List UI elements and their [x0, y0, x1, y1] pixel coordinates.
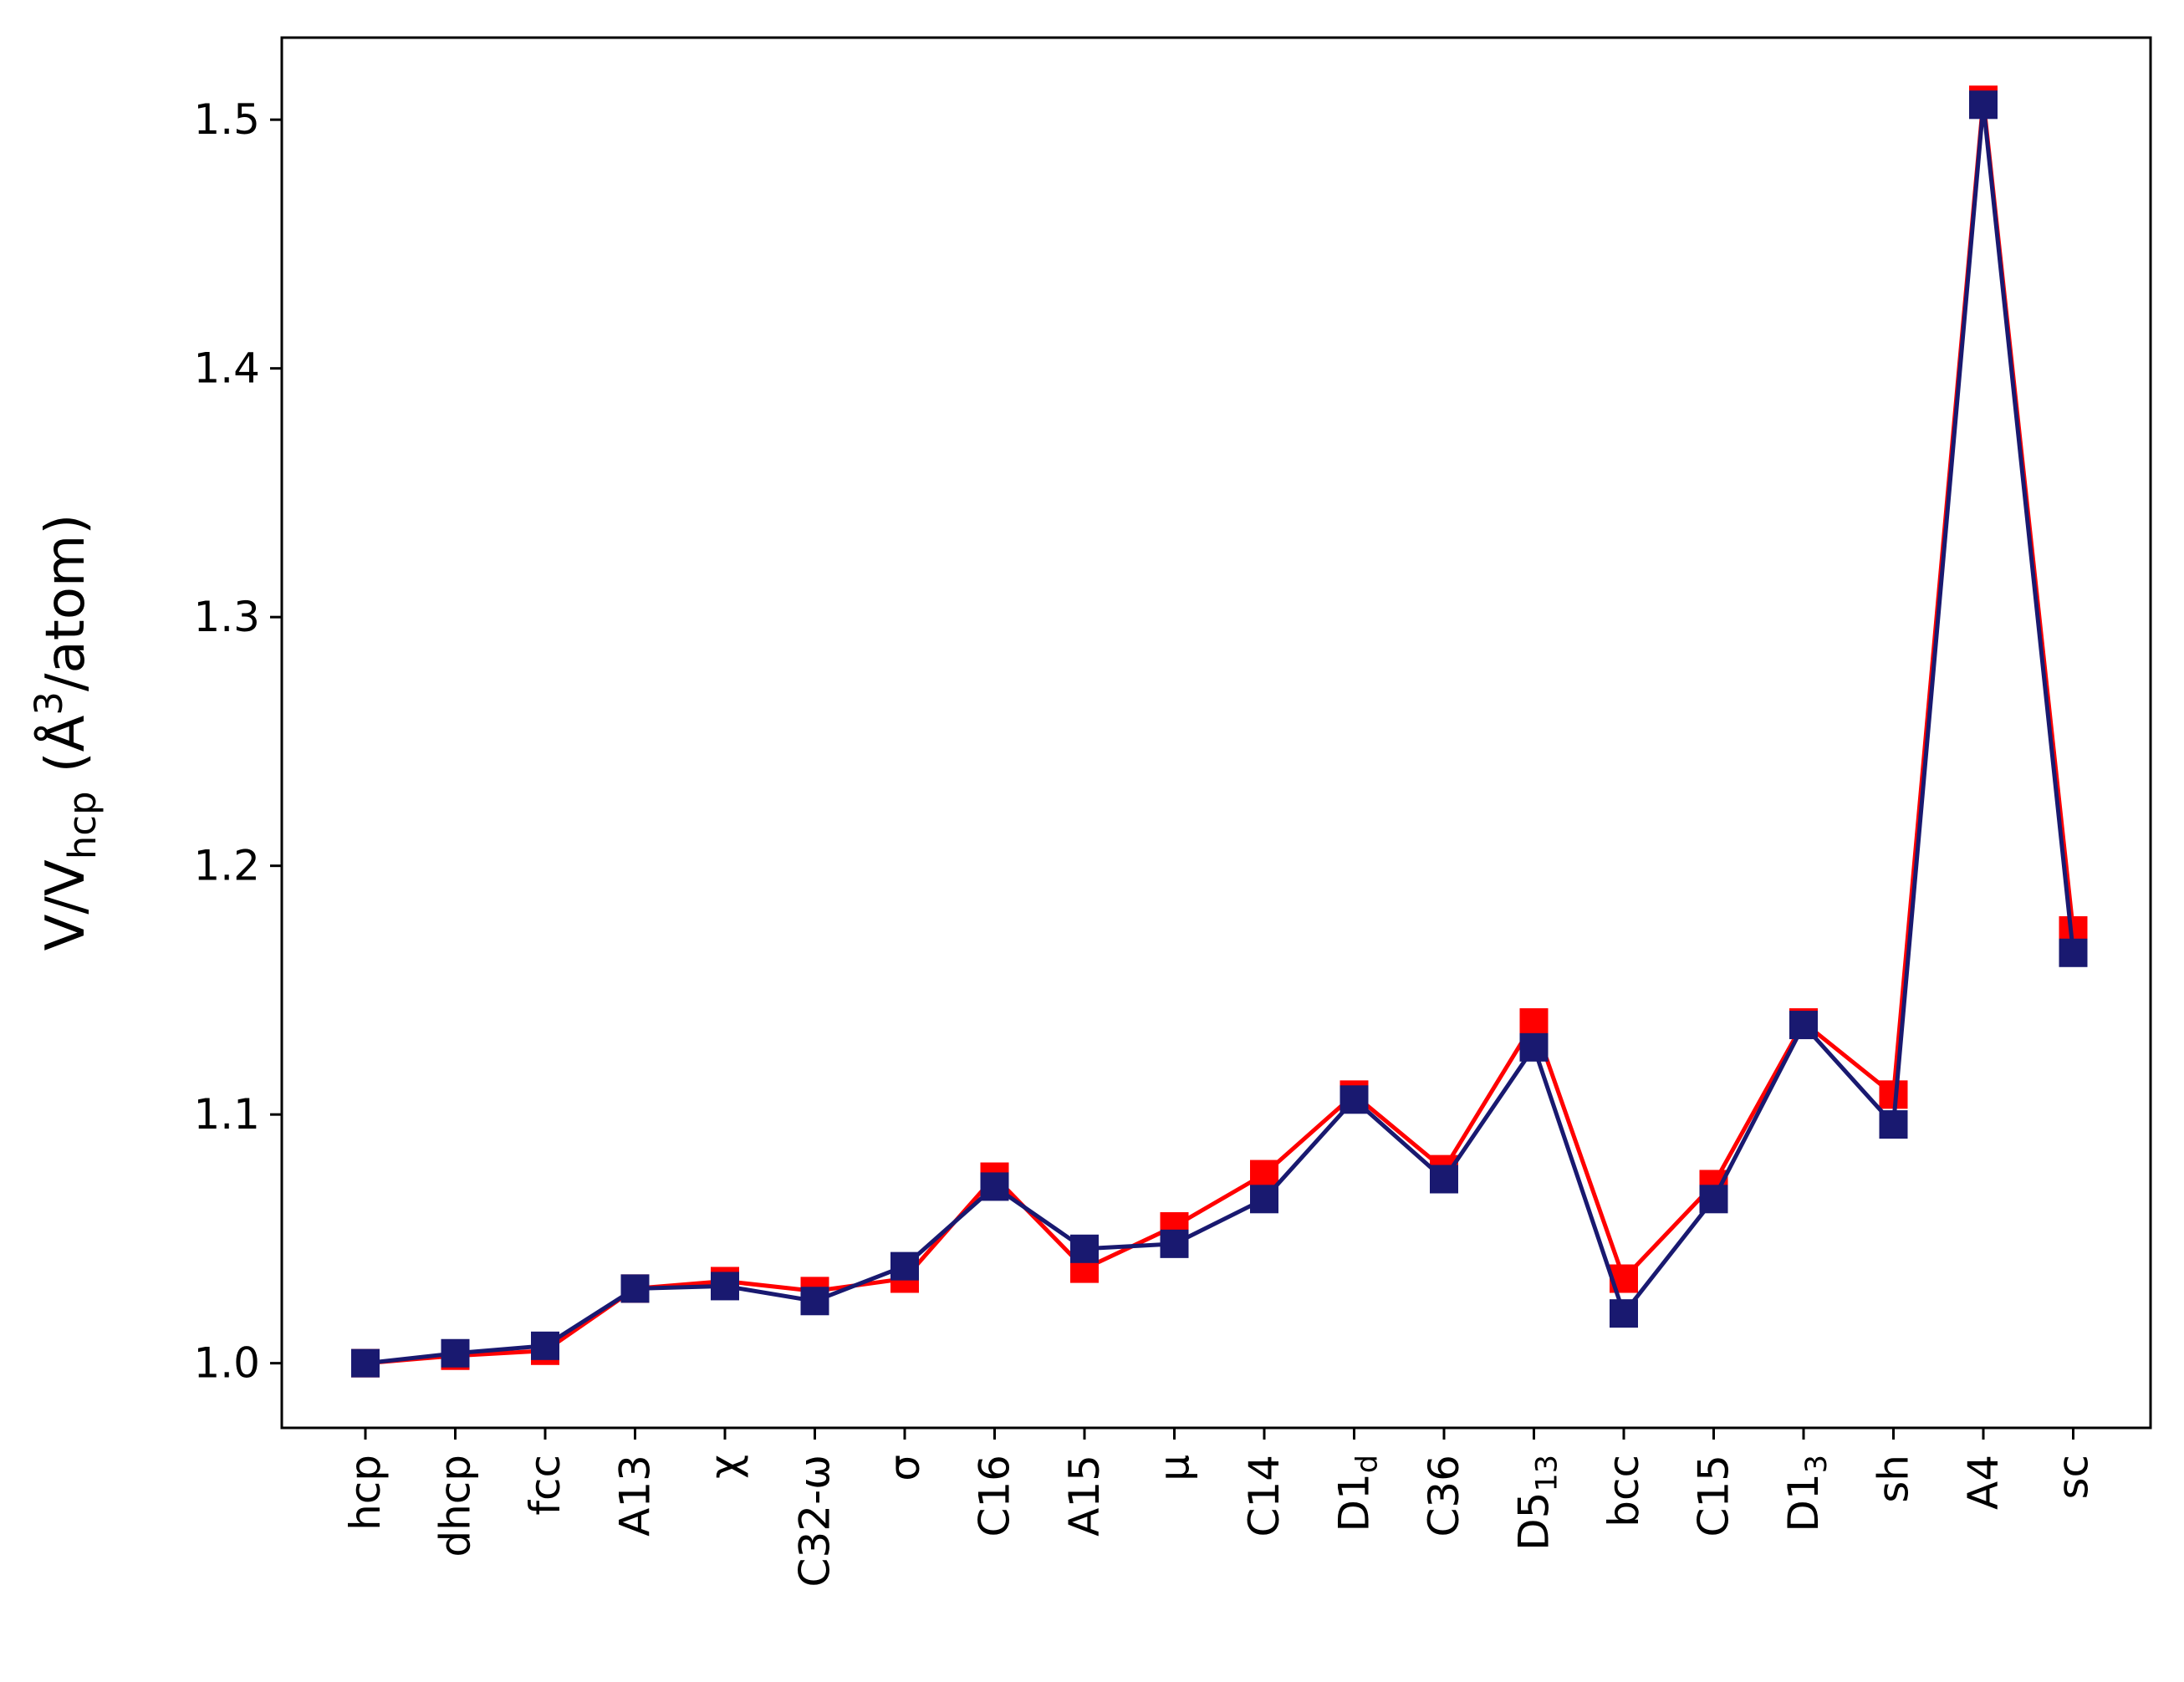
x-tick-label-text: D1 [1330, 1473, 1379, 1532]
series-layer [351, 85, 2088, 1378]
x-tick-label: D513 [1510, 1455, 1564, 1551]
series-2 [351, 90, 2088, 1378]
x-tick-label-text: C15 [1690, 1455, 1738, 1537]
x-tick-label-text: D5 [1510, 1492, 1559, 1551]
x-tick-label-text: μ [1151, 1455, 1199, 1481]
x-tick-label: sc [2049, 1455, 2098, 1500]
y-tick-label: 1.1 [193, 1090, 260, 1139]
series-2-marker [1519, 1032, 1549, 1062]
y-axis-title-unit-open: (Å [33, 715, 97, 772]
y-tick-label: 1.4 [193, 344, 260, 393]
series-2-marker [1879, 1110, 1908, 1139]
x-tick-label-text: A4 [1959, 1455, 2008, 1510]
series-2-marker [2059, 938, 2088, 967]
x-tick-label-text: sc [2049, 1455, 2098, 1500]
x-tick-label: C14 [1240, 1455, 1288, 1537]
series-2-marker [1070, 1234, 1099, 1263]
series-1-marker [1250, 1160, 1278, 1189]
series-2-marker [980, 1172, 1009, 1201]
x-tick-label: sh [1870, 1455, 1918, 1503]
y-axis: 1.0 1.1 1.2 1.3 1.4 1.5 [193, 95, 282, 1388]
x-tick-label-text: C16 [971, 1455, 1019, 1537]
series-2-marker [531, 1331, 559, 1360]
series-2-marker [1789, 1011, 1818, 1040]
x-tick-label-text: hcp [341, 1455, 390, 1531]
y-tick-label: 1.5 [193, 95, 260, 144]
x-tick-label: C32-ω [791, 1455, 839, 1587]
x-tick-label: bcc [1600, 1455, 1648, 1527]
x-tick-label: χ [701, 1455, 749, 1479]
series-2-marker [351, 1348, 380, 1378]
x-tick-label-text: χ [701, 1455, 749, 1479]
x-tick-label-text: C14 [1240, 1455, 1288, 1537]
x-tick-label-text: A13 [611, 1455, 660, 1537]
x-tick-label: μ [1151, 1455, 1199, 1481]
x-tick-label: D1d [1330, 1455, 1385, 1532]
series-2-marker [441, 1338, 470, 1368]
x-tick-label: C36 [1420, 1455, 1468, 1537]
x-tick-label-text: A15 [1060, 1455, 1109, 1537]
series-1-marker [1519, 1008, 1549, 1037]
x-tick-label: D13 [1779, 1455, 1834, 1532]
x-tick-label: C16 [971, 1455, 1019, 1537]
series-2-marker [711, 1272, 739, 1301]
x-tick-label-text: bcc [1600, 1455, 1648, 1527]
series-2-marker [890, 1251, 919, 1281]
y-tick-label: 1.0 [193, 1339, 260, 1388]
x-tick-label: σ [880, 1455, 929, 1481]
plot-frame [280, 36, 2152, 1430]
x-tick-label-subscript: 13 [1531, 1455, 1564, 1492]
x-tick-label: A15 [1060, 1455, 1109, 1537]
series-2-marker [1699, 1185, 1728, 1214]
x-tick-label: hcp [341, 1455, 390, 1531]
x-tick-label: C15 [1690, 1455, 1738, 1537]
x-tick-label: A13 [611, 1455, 660, 1537]
series-2-marker [1610, 1299, 1638, 1328]
series-2-marker [1969, 90, 1998, 120]
y-axis-title-main: V/V [35, 859, 97, 951]
x-tick-label-text: C36 [1420, 1455, 1468, 1537]
x-tick-label-text: sh [1870, 1455, 1918, 1503]
y-axis-title-subscript: hcp [60, 791, 105, 859]
x-tick-label-text: C32-ω [791, 1455, 839, 1587]
series-2-marker [1430, 1165, 1458, 1194]
x-tick-label-subscript: d [1351, 1455, 1385, 1473]
x-tick-label: A4 [1959, 1455, 2008, 1510]
y-tick-label: 1.3 [193, 593, 260, 641]
y-axis-title-unit-close: /atom) [35, 514, 97, 691]
x-tick-label-subscript: 3 [1800, 1455, 1834, 1473]
x-tick-label: fcc [521, 1455, 569, 1516]
series-2-marker [620, 1274, 650, 1303]
y-tick-label: 1.2 [193, 842, 260, 890]
x-tick-label-text: D1 [1779, 1473, 1828, 1532]
series-2-marker [800, 1287, 829, 1316]
series-2-line [365, 102, 2075, 1366]
x-tick-label-text: fcc [521, 1455, 569, 1516]
x-tick-label: dhcp [431, 1455, 480, 1557]
series-2-marker [1160, 1229, 1189, 1258]
series-2-marker [1250, 1185, 1278, 1214]
x-axis: hcp dhcp fcc A13 χ C32-ω σ C16 A15 μ C14 D1d C36 D513… [341, 1428, 2098, 1587]
series-2-marker [1339, 1085, 1369, 1114]
y-axis-title: V/Vhcp (Å3/atom) [27, 514, 105, 951]
y-axis-title-unit-superscript: 3 [27, 691, 71, 716]
x-tick-label-text: dhcp [431, 1455, 480, 1557]
x-tick-label-text: σ [880, 1455, 929, 1481]
